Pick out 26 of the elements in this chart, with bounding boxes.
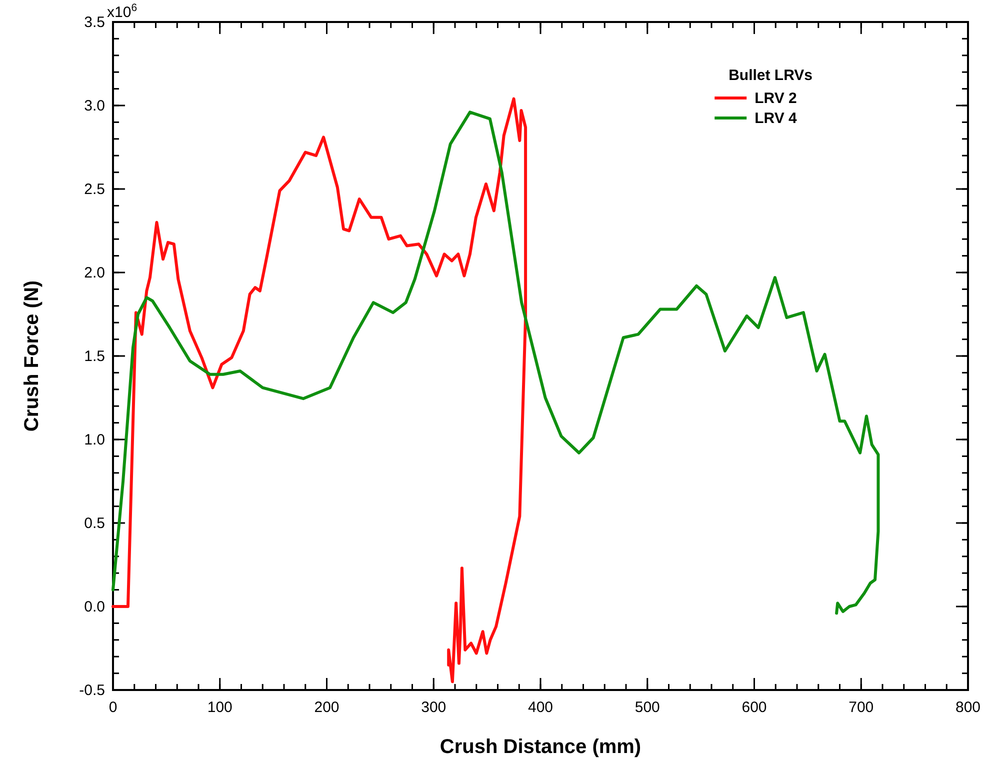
x-tick-label: 400 [528, 699, 554, 716]
x-tick-label: 200 [314, 699, 340, 716]
x-tick-label: 0 [108, 699, 118, 716]
x-tick-label: 300 [421, 699, 446, 716]
legend-label: LRV 4 [754, 110, 798, 127]
legend-label: LRV 2 [754, 90, 797, 107]
y-tick-label: 0.0 [84, 598, 105, 616]
y-tick-label: 1.0 [84, 432, 105, 448]
y-tick-label: 2.0 [84, 264, 105, 282]
line-series [112, 110, 880, 615]
x-tick-label: 700 [848, 699, 874, 716]
legend-title: Bullet LRVs [728, 67, 813, 84]
y-tick-label: 3.5 [84, 14, 105, 31]
text: x10$^{6}$ [107, 2, 138, 21]
x-tick-label: 100 [207, 699, 232, 716]
x-axis-title: Crush Distance (mm) [440, 736, 642, 758]
y-tick-label: 2.5 [84, 181, 105, 198]
x-tick-label: 800 [955, 699, 981, 716]
y-tick-label: 1.5 [84, 348, 105, 365]
y-tick-label: 3.0 [84, 98, 105, 114]
x-tick-label: 500 [634, 699, 660, 716]
x-tick-label: 600 [742, 699, 767, 716]
y-tick-label: 0.5 [84, 515, 105, 532]
y-tick-label: -0.5 [79, 682, 105, 699]
y-axis-title: Crush Force (N) [21, 280, 43, 432]
line-series [112, 97, 528, 684]
